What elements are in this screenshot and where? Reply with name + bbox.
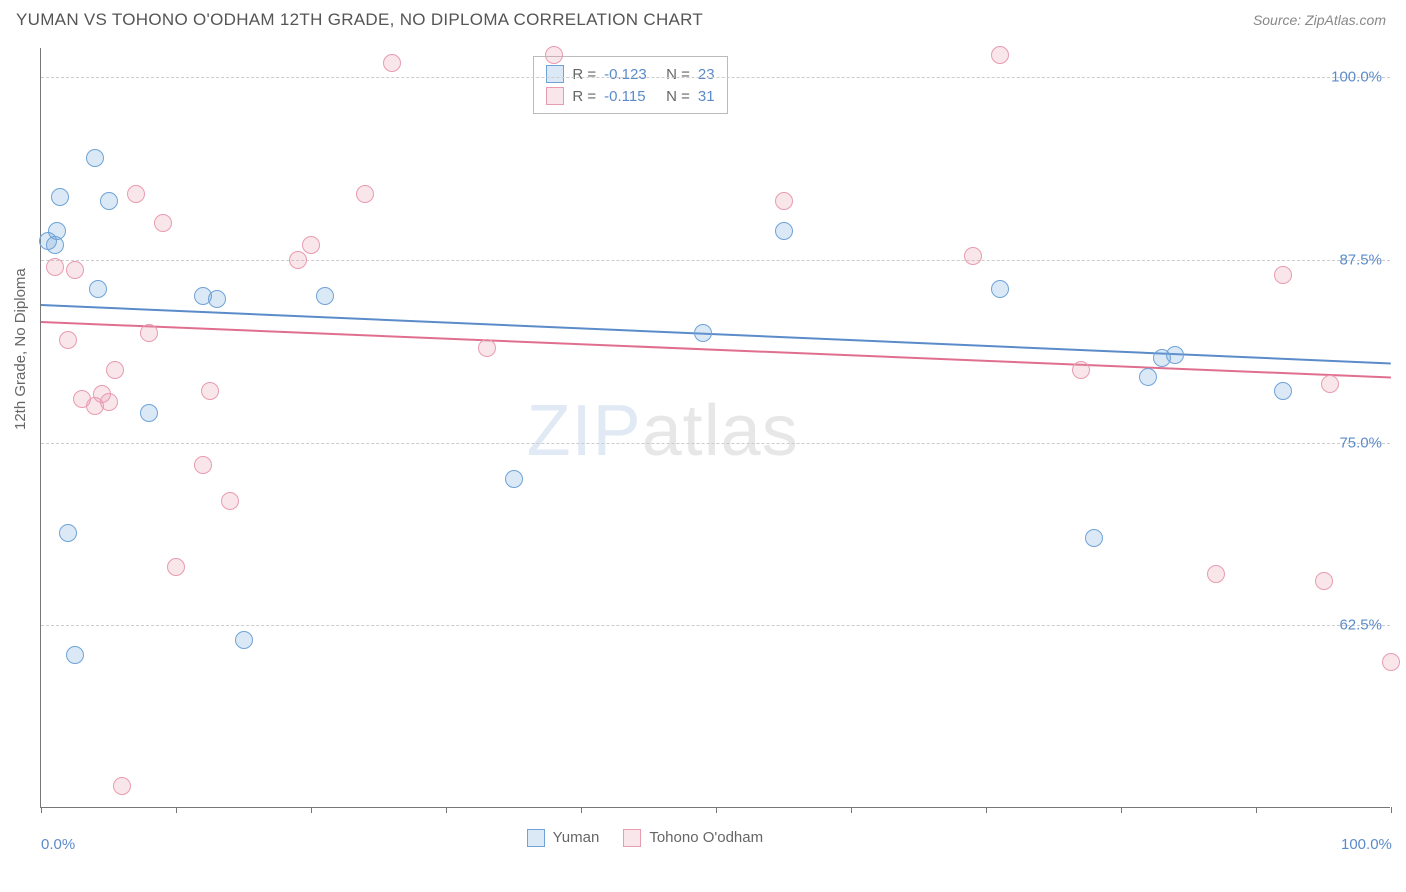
legend-swatch <box>546 65 564 83</box>
y-tick-label: 62.5% <box>1339 617 1382 634</box>
data-point <box>89 280 107 298</box>
stats-legend: R = -0.123 N = 23 R = -0.115 N = 31 <box>533 56 727 114</box>
data-point <box>167 558 185 576</box>
data-point <box>221 492 239 510</box>
source-label: Source: ZipAtlas.com <box>1253 12 1386 28</box>
x-tick-mark <box>581 807 582 813</box>
legend-swatch <box>623 829 641 847</box>
x-tick-mark <box>311 807 312 813</box>
gridline <box>41 625 1390 626</box>
trendline <box>41 321 1391 379</box>
stats-legend-row: R = -0.123 N = 23 <box>546 63 714 85</box>
gridline <box>41 260 1390 261</box>
data-point <box>1382 653 1400 671</box>
data-point <box>478 339 496 357</box>
data-point <box>545 46 563 64</box>
data-point <box>51 188 69 206</box>
gridline <box>41 77 1390 78</box>
watermark-zip: ZIP <box>527 391 642 471</box>
series-legend: Yuman Tohono O'odham <box>527 829 763 847</box>
data-point <box>1072 361 1090 379</box>
data-point <box>1085 529 1103 547</box>
data-point <box>48 222 66 240</box>
stats-r-label: R = <box>572 88 596 105</box>
plot-area: ZIPatlas R =-0.123N =23R =-0.115N =31 Yu… <box>40 48 1390 808</box>
legend-swatch <box>546 87 564 105</box>
data-point <box>356 185 374 203</box>
data-point <box>1139 368 1157 386</box>
x-tick-mark <box>446 807 447 813</box>
data-point <box>775 222 793 240</box>
stats-n-value: 23 <box>698 66 715 83</box>
data-point <box>59 524 77 542</box>
x-tick-label: 100.0% <box>1341 836 1392 853</box>
stats-r-value: -0.115 <box>604 88 658 105</box>
watermark: ZIPatlas <box>527 390 799 472</box>
data-point <box>991 46 1009 64</box>
gridline <box>41 443 1390 444</box>
data-point <box>1321 375 1339 393</box>
data-point <box>154 214 172 232</box>
data-point <box>46 258 64 276</box>
legend-item: Tohono O'odham <box>623 829 763 847</box>
x-tick-mark <box>1391 807 1392 813</box>
data-point <box>302 236 320 254</box>
y-axis-label: 12th Grade, No Diploma <box>12 268 29 430</box>
x-tick-mark <box>1121 807 1122 813</box>
data-point <box>694 324 712 342</box>
stats-n-value: 31 <box>698 88 715 105</box>
legend-item: Yuman <box>527 829 600 847</box>
data-point <box>66 261 84 279</box>
data-point <box>208 290 226 308</box>
y-tick-label: 100.0% <box>1331 69 1382 86</box>
y-tick-label: 87.5% <box>1339 251 1382 268</box>
data-point <box>113 777 131 795</box>
stats-n-label: N = <box>666 66 690 83</box>
trendline <box>41 304 1391 364</box>
data-point <box>127 185 145 203</box>
data-point <box>100 393 118 411</box>
data-point <box>289 251 307 269</box>
data-point <box>140 404 158 422</box>
data-point <box>194 456 212 474</box>
chart-title: YUMAN VS TOHONO O'ODHAM 12TH GRADE, NO D… <box>16 10 703 30</box>
data-point <box>1166 346 1184 364</box>
legend-label: Tohono O'odham <box>649 829 763 846</box>
data-point <box>59 331 77 349</box>
data-point <box>201 382 219 400</box>
data-point <box>1207 565 1225 583</box>
data-point <box>964 247 982 265</box>
data-point <box>100 192 118 210</box>
y-tick-label: 75.0% <box>1339 434 1382 451</box>
data-point <box>66 646 84 664</box>
data-point <box>235 631 253 649</box>
x-tick-mark <box>1256 807 1257 813</box>
data-point <box>106 361 124 379</box>
stats-r-value: -0.123 <box>604 66 658 83</box>
x-tick-mark <box>41 807 42 813</box>
data-point <box>1315 572 1333 590</box>
data-point <box>775 192 793 210</box>
data-point <box>140 324 158 342</box>
legend-swatch <box>527 829 545 847</box>
data-point <box>991 280 1009 298</box>
data-point <box>383 54 401 72</box>
x-tick-mark <box>851 807 852 813</box>
stats-legend-row: R = -0.115 N = 31 <box>546 85 714 107</box>
data-point <box>86 149 104 167</box>
watermark-atlas: atlas <box>642 391 799 471</box>
x-tick-mark <box>716 807 717 813</box>
x-tick-mark <box>176 807 177 813</box>
data-point <box>1274 266 1292 284</box>
stats-r-label: R = <box>572 66 596 83</box>
x-tick-mark <box>986 807 987 813</box>
legend-label: Yuman <box>553 829 600 846</box>
data-point <box>316 287 334 305</box>
x-tick-label: 0.0% <box>41 836 75 853</box>
data-point <box>1274 382 1292 400</box>
data-point <box>505 470 523 488</box>
stats-n-label: N = <box>666 88 690 105</box>
